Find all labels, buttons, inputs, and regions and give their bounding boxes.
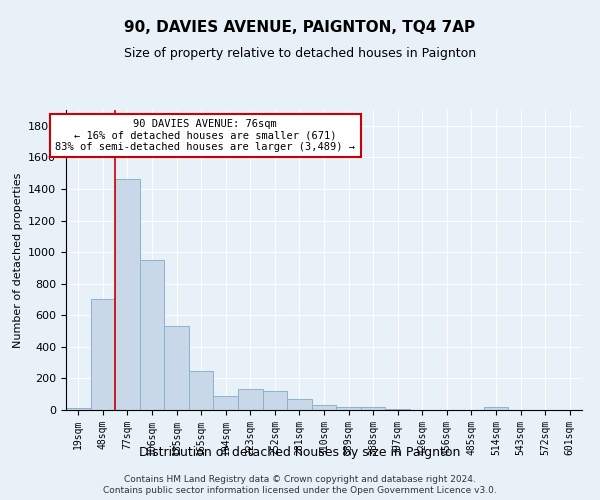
Bar	[312, 406, 336, 410]
Bar	[263, 391, 287, 410]
Bar	[287, 399, 312, 410]
Bar	[140, 260, 164, 410]
Text: Distribution of detached houses by size in Paignton: Distribution of detached houses by size …	[139, 446, 461, 459]
Bar	[214, 396, 238, 410]
Bar	[189, 370, 214, 410]
Text: 90, DAVIES AVENUE, PAIGNTON, TQ4 7AP: 90, DAVIES AVENUE, PAIGNTON, TQ4 7AP	[124, 20, 476, 35]
Bar	[385, 409, 410, 410]
Bar	[91, 300, 115, 410]
Bar	[115, 180, 140, 410]
Bar	[361, 407, 385, 410]
Text: 90 DAVIES AVENUE: 76sqm
← 16% of detached houses are smaller (671)
83% of semi-d: 90 DAVIES AVENUE: 76sqm ← 16% of detache…	[55, 119, 355, 152]
Text: Size of property relative to detached houses in Paignton: Size of property relative to detached ho…	[124, 48, 476, 60]
Bar	[238, 390, 263, 410]
Text: Contains HM Land Registry data © Crown copyright and database right 2024.
Contai: Contains HM Land Registry data © Crown c…	[103, 476, 497, 494]
Y-axis label: Number of detached properties: Number of detached properties	[13, 172, 23, 348]
Bar	[66, 408, 91, 410]
Bar	[164, 326, 189, 410]
Bar	[484, 407, 508, 410]
Bar	[336, 407, 361, 410]
